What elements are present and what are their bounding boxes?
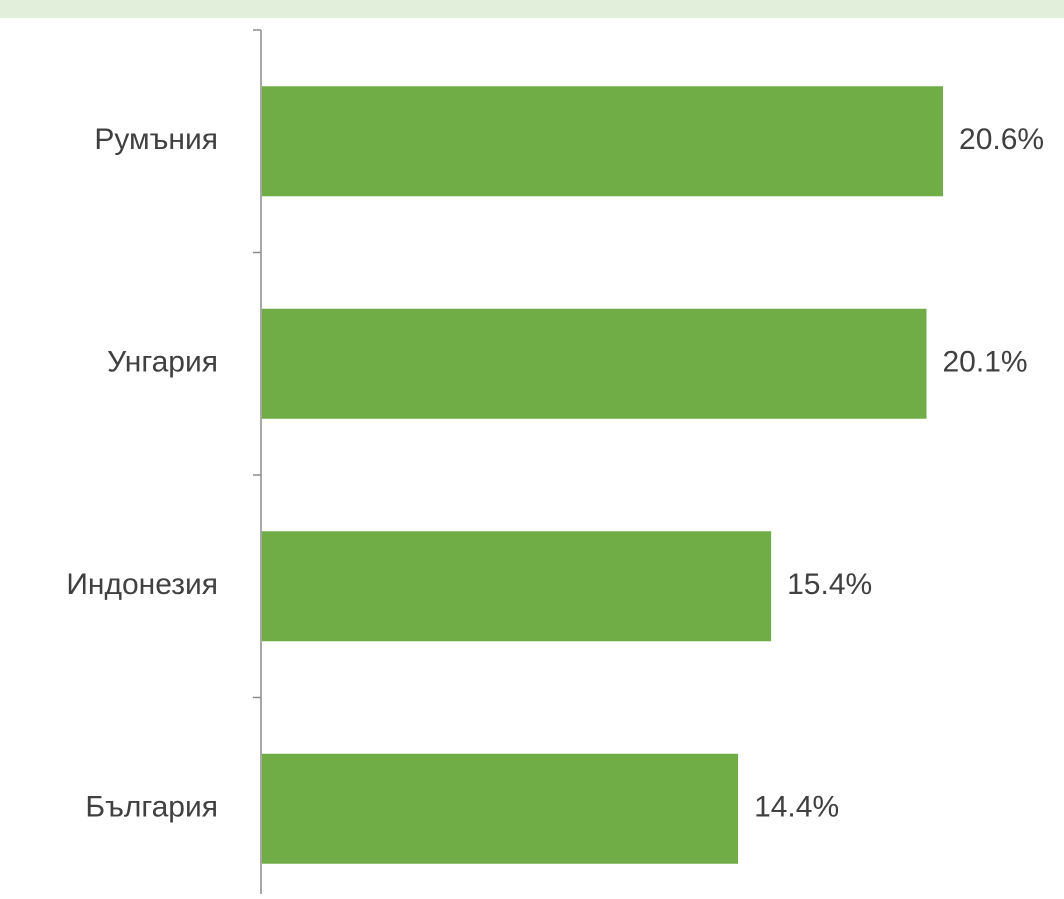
category-label: България [85, 791, 218, 824]
value-label: 20.1% [943, 346, 1028, 379]
bar [262, 86, 944, 197]
value-label: 14.4% [754, 791, 839, 824]
value-label: 15.4% [787, 568, 872, 601]
value-label: 20.6% [959, 123, 1044, 156]
category-label: Индонезия [66, 568, 218, 601]
bar [262, 531, 772, 642]
bar [262, 308, 927, 419]
category-label: Унгария [107, 346, 218, 379]
category-label: Румъния [94, 123, 218, 156]
header-band [0, 0, 1064, 18]
bar [262, 753, 739, 864]
